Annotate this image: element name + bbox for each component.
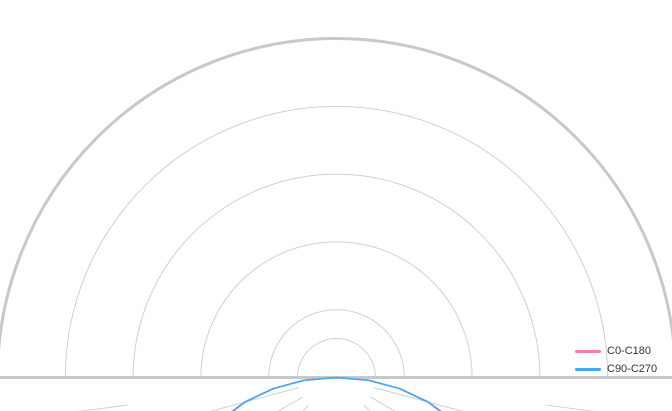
legend-label-c0-c180: C0-C180 (607, 345, 652, 357)
legend-swatch-c0-c180 (575, 349, 601, 353)
legend-label-c90-c270: C90-C270 (607, 363, 658, 375)
legend-item-c90-c270[interactable]: C90-C270 (575, 362, 670, 376)
legend-swatch-c90-c270 (575, 367, 601, 371)
legend: C0-C180 C90-C270 (575, 344, 670, 376)
series-layer (231, 376, 442, 411)
grid-layer (64, 105, 609, 411)
legend-item-c0-c180[interactable]: C0-C180 (575, 344, 670, 358)
series-curve-c0-c180 (231, 376, 442, 411)
series-curve-c90-c270 (231, 376, 442, 411)
outer-boundary-layer (0, 37, 672, 379)
